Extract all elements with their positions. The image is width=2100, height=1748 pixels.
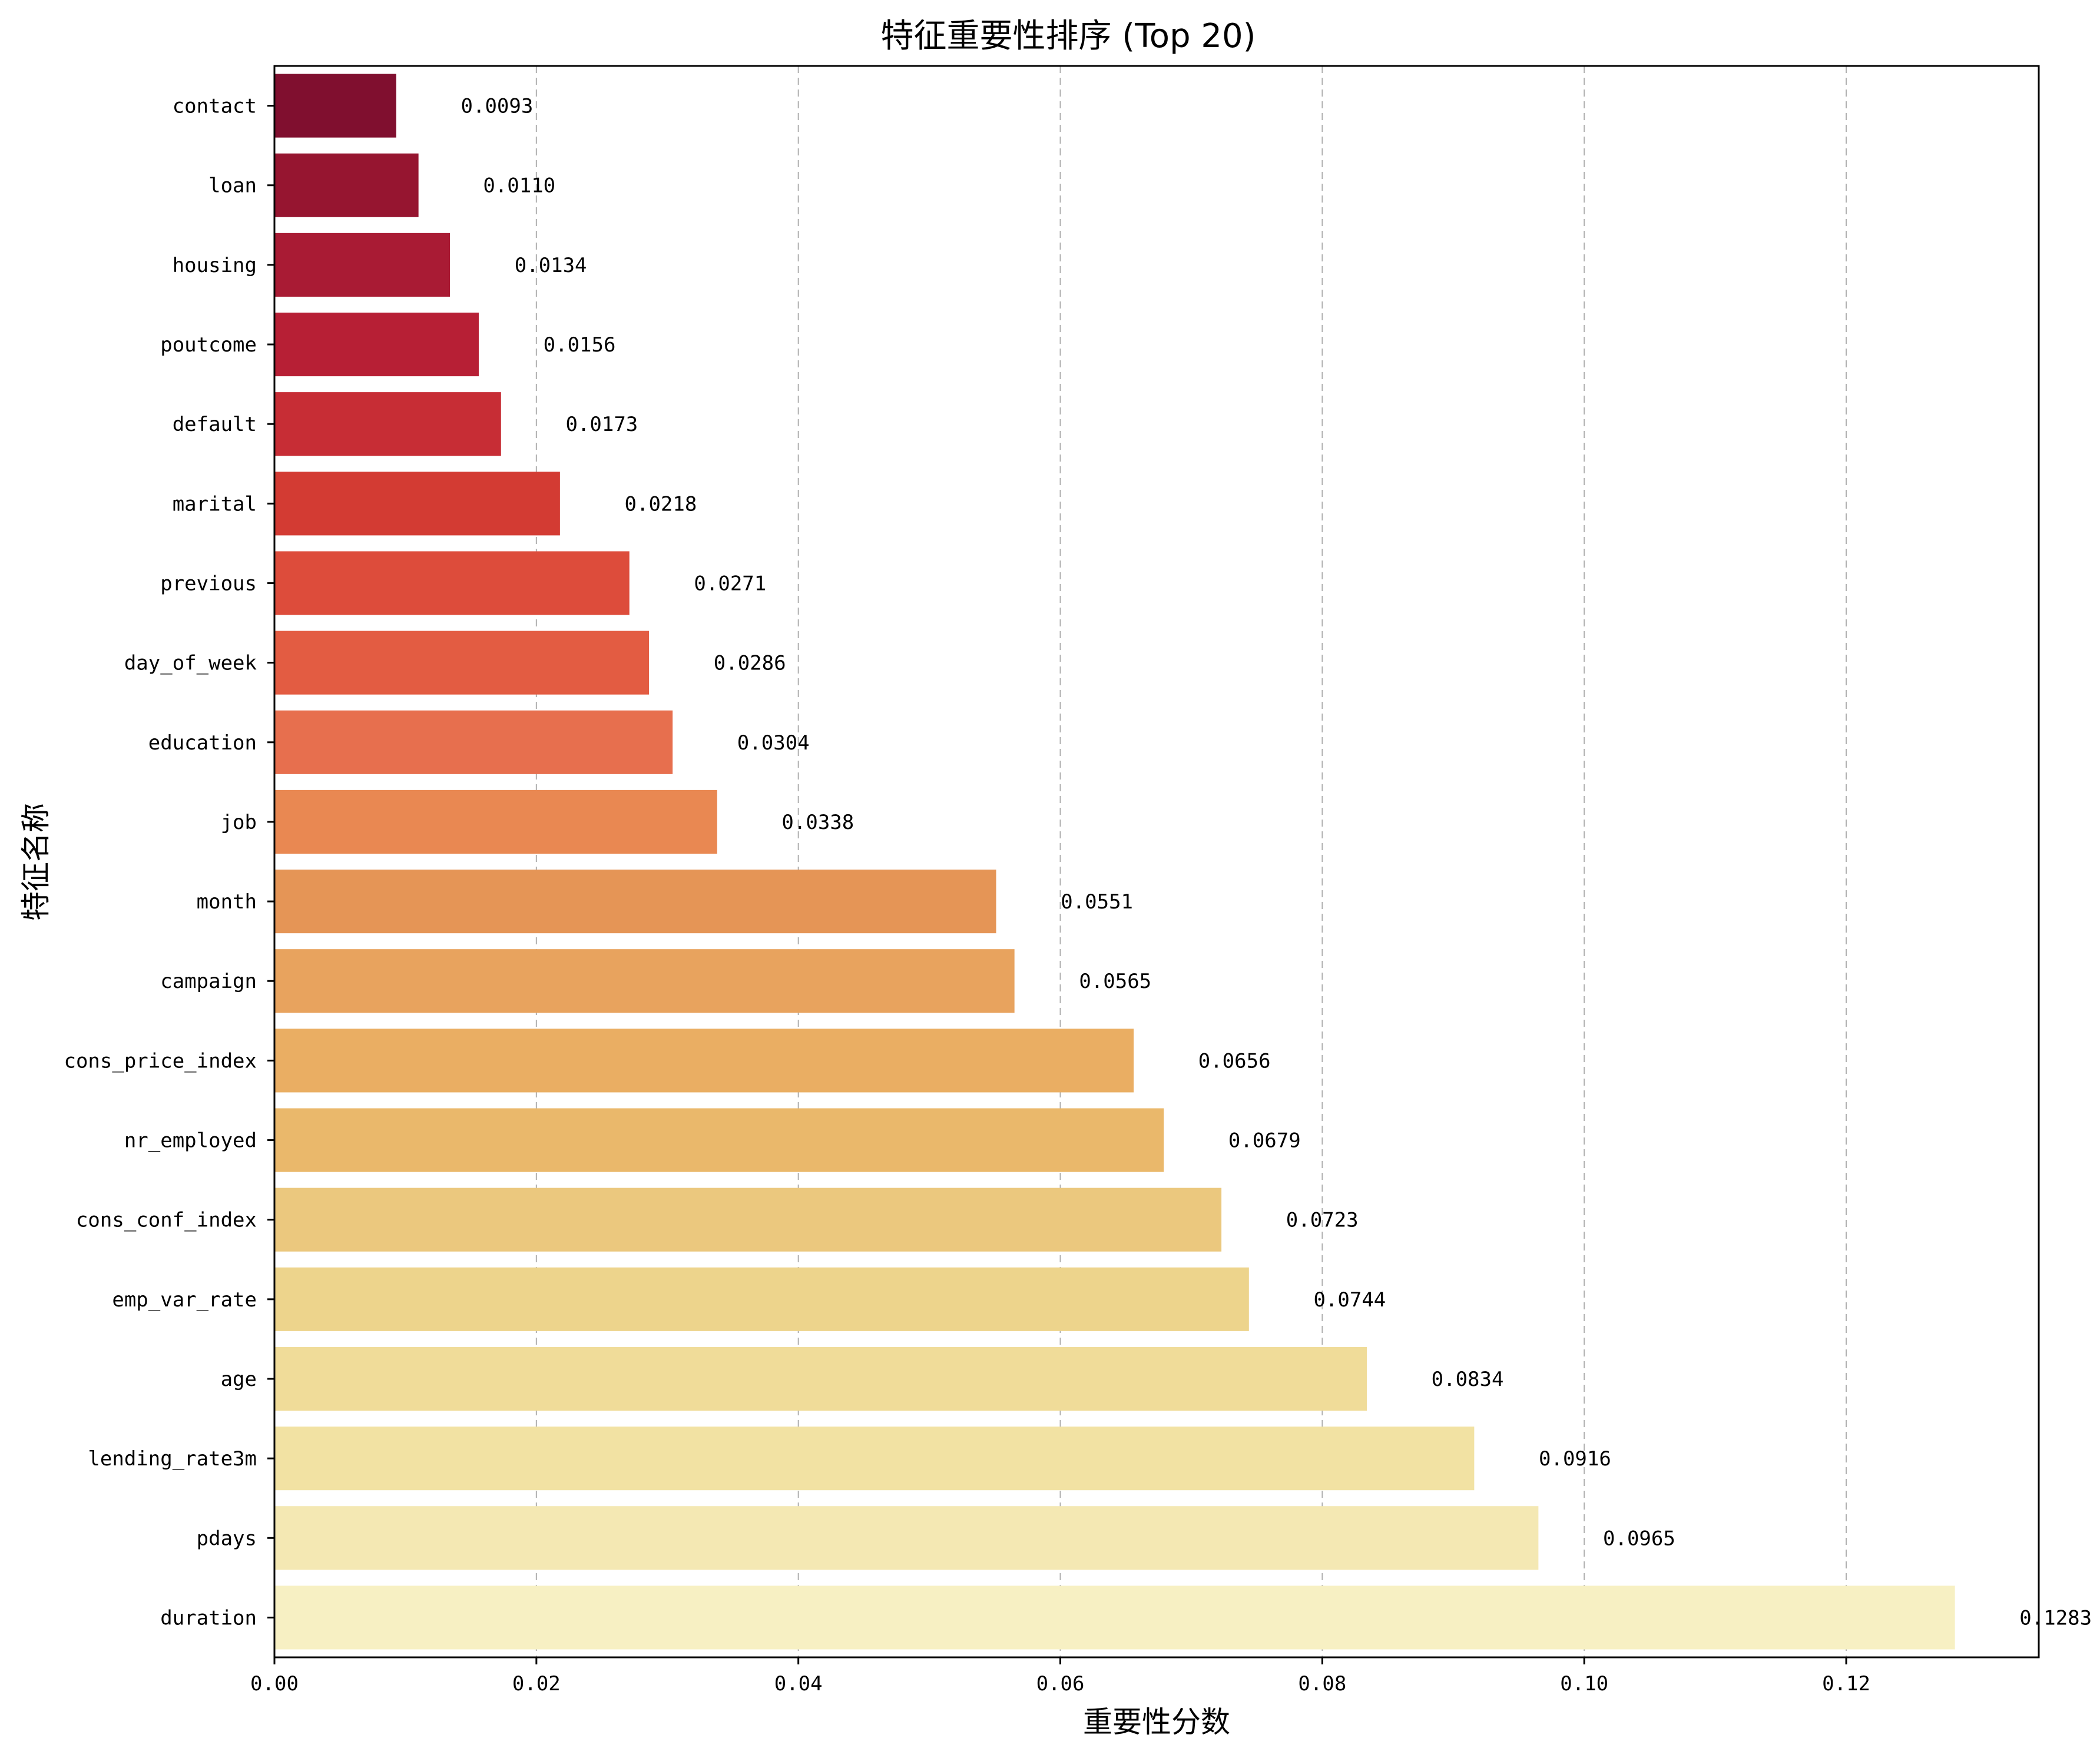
x-axis: 0.00 0.02 0.04 0.06 0.08 0.10 0.12 bbox=[250, 1657, 1870, 1696]
value-label: 0.0338 bbox=[781, 811, 854, 834]
bar bbox=[274, 392, 501, 456]
value-label: 0.0134 bbox=[515, 254, 587, 277]
y-tick-label: loan bbox=[208, 174, 257, 198]
value-label: 0.0965 bbox=[1603, 1527, 1675, 1550]
bar bbox=[274, 472, 560, 536]
y-tick-label: contact bbox=[173, 95, 257, 118]
bar bbox=[274, 1586, 1955, 1650]
y-tick-label: month bbox=[197, 890, 257, 914]
value-label: 0.0834 bbox=[1432, 1368, 1504, 1391]
x-tick-label: 0.04 bbox=[774, 1672, 823, 1696]
bar bbox=[274, 1108, 1164, 1172]
value-label: 0.0916 bbox=[1539, 1447, 1611, 1471]
value-label: 0.0110 bbox=[483, 174, 555, 198]
bar bbox=[274, 949, 1015, 1013]
y-tick-label: day_of_week bbox=[124, 652, 257, 675]
y-tick-label: cons_price_index bbox=[64, 1049, 257, 1073]
value-label: 0.0218 bbox=[625, 492, 697, 516]
value-label: 0.0093 bbox=[461, 95, 534, 118]
value-label: 0.1283 bbox=[2019, 1606, 2092, 1630]
y-axis: contact loan housing poutcome default marital… bbox=[64, 95, 274, 1630]
bar bbox=[274, 233, 451, 297]
x-tick-label: 0.12 bbox=[1822, 1672, 1870, 1696]
y-tick-label: lending_rate3m bbox=[88, 1447, 257, 1471]
value-label: 0.0304 bbox=[737, 731, 810, 755]
bar bbox=[274, 1267, 1249, 1331]
bar bbox=[274, 710, 673, 774]
plot-frame bbox=[273, 65, 2040, 1659]
value-label: 0.0551 bbox=[1061, 890, 1133, 914]
bar bbox=[274, 1346, 1367, 1411]
y-tick-label: education bbox=[148, 731, 257, 755]
bars bbox=[274, 74, 1955, 1650]
gridlines bbox=[535, 66, 1847, 1657]
y-tick-label: cons_conf_index bbox=[76, 1209, 257, 1232]
y-tick-label: pdays bbox=[197, 1527, 257, 1550]
x-tick-label: 0.08 bbox=[1298, 1672, 1346, 1696]
y-tick-label: poutcome bbox=[160, 333, 257, 357]
bar bbox=[274, 790, 717, 854]
x-tick-label: 0.00 bbox=[250, 1672, 299, 1696]
bar bbox=[274, 153, 419, 217]
value-label: 0.0173 bbox=[565, 413, 638, 436]
y-tick-label: marital bbox=[173, 492, 257, 516]
y-tick-label: previous bbox=[160, 572, 257, 595]
x-tick-label: 0.02 bbox=[512, 1672, 561, 1696]
value-label: 0.0286 bbox=[714, 652, 786, 675]
value-label: 0.0565 bbox=[1079, 970, 1151, 993]
y-tick-label: emp_var_rate bbox=[112, 1288, 257, 1312]
y-tick-label: campaign bbox=[160, 970, 257, 993]
value-label: 0.0656 bbox=[1198, 1049, 1271, 1073]
bar bbox=[274, 631, 650, 695]
y-tick-label: age bbox=[221, 1368, 257, 1391]
x-tick-label: 0.06 bbox=[1036, 1672, 1085, 1696]
bar bbox=[274, 1188, 1222, 1252]
bar bbox=[274, 870, 996, 934]
chart-title: 特征重要性排序 (Top 20) bbox=[880, 17, 1256, 55]
y-tick-label: housing bbox=[173, 254, 257, 277]
bar bbox=[274, 1427, 1475, 1491]
value-label: 0.0271 bbox=[694, 572, 766, 595]
value-labels: 0.0093 0.0110 0.0134 0.0156 0.0173 0.0218 0.02… bbox=[461, 95, 2092, 1630]
value-label: 0.0679 bbox=[1228, 1129, 1301, 1153]
y-tick-label: nr_employed bbox=[124, 1129, 257, 1153]
bar bbox=[274, 551, 630, 615]
y-tick-label: job bbox=[221, 811, 257, 834]
value-label: 0.0723 bbox=[1286, 1209, 1359, 1232]
x-axis-title: 重要性分数 bbox=[1083, 1705, 1230, 1739]
bar bbox=[274, 74, 396, 138]
value-label: 0.0744 bbox=[1313, 1288, 1386, 1312]
y-tick-label: duration bbox=[160, 1606, 257, 1630]
bar bbox=[274, 312, 479, 377]
bar bbox=[274, 1029, 1134, 1093]
value-label: 0.0156 bbox=[544, 333, 616, 357]
y-axis-title: 特征名称 bbox=[19, 803, 53, 921]
x-tick-label: 0.10 bbox=[1560, 1672, 1608, 1696]
y-tick-label: default bbox=[173, 413, 257, 436]
bar bbox=[274, 1506, 1539, 1570]
